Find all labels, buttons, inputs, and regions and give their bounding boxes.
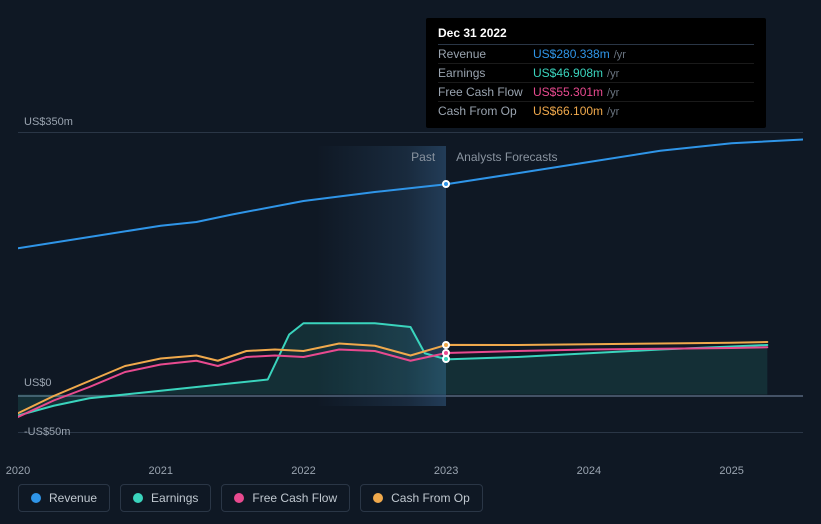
tooltip-row: Cash From OpUS$66.100m/yr bbox=[438, 102, 754, 120]
tooltip-row-value: US$46.908m bbox=[533, 66, 603, 80]
legend-label: Revenue bbox=[49, 491, 97, 505]
tooltip-row-label: Revenue bbox=[438, 47, 533, 61]
tooltip-row-value: US$280.338m bbox=[533, 47, 610, 61]
legend-swatch-icon bbox=[133, 493, 143, 503]
x-axis: 202020212022202320242025 bbox=[18, 445, 803, 477]
tooltip-row-value: US$55.301m bbox=[533, 85, 603, 99]
legend-item-earnings[interactable]: Earnings bbox=[120, 484, 211, 512]
x-axis-label: 2020 bbox=[6, 465, 30, 477]
legend-label: Free Cash Flow bbox=[252, 491, 337, 505]
tooltip-row: Free Cash FlowUS$55.301m/yr bbox=[438, 83, 754, 102]
marker-cash_from_op bbox=[442, 341, 450, 349]
tooltip-row-unit: /yr bbox=[607, 87, 619, 99]
x-axis-label: 2022 bbox=[291, 465, 315, 477]
hover-tooltip: Dec 31 2022 RevenueUS$280.338m/yrEarning… bbox=[426, 18, 766, 128]
legend-item-free_cash_flow[interactable]: Free Cash Flow bbox=[221, 484, 350, 512]
legend-swatch-icon bbox=[31, 493, 41, 503]
x-axis-label: 2024 bbox=[577, 465, 601, 477]
marker-revenue bbox=[442, 180, 450, 188]
legend-item-revenue[interactable]: Revenue bbox=[18, 484, 110, 512]
tooltip-row-unit: /yr bbox=[607, 106, 619, 118]
x-axis-label: 2023 bbox=[434, 465, 458, 477]
tooltip-row-label: Earnings bbox=[438, 66, 533, 80]
tooltip-row-unit: /yr bbox=[607, 68, 619, 80]
legend-swatch-icon bbox=[373, 493, 383, 503]
marker-free_cash_flow bbox=[442, 349, 450, 357]
tooltip-row-value: US$66.100m bbox=[533, 104, 603, 118]
tooltip-row: EarningsUS$46.908m/yr bbox=[438, 64, 754, 83]
x-axis-label: 2021 bbox=[148, 465, 172, 477]
legend-item-cash_from_op[interactable]: Cash From Op bbox=[360, 484, 483, 512]
tooltip-row: RevenueUS$280.338m/yr bbox=[438, 45, 754, 64]
tooltip-row-label: Free Cash Flow bbox=[438, 85, 533, 99]
legend-swatch-icon bbox=[234, 493, 244, 503]
legend: Revenue Earnings Free Cash Flow Cash From O… bbox=[18, 484, 483, 512]
legend-label: Earnings bbox=[151, 491, 198, 505]
legend-label: Cash From Op bbox=[391, 491, 470, 505]
tooltip-row-label: Cash From Op bbox=[438, 104, 533, 118]
financials-chart: US$350mUS$0-US$50m Past Analysts Forecas… bbox=[18, 0, 803, 524]
tooltip-date: Dec 31 2022 bbox=[438, 26, 754, 45]
x-axis-label: 2025 bbox=[719, 465, 743, 477]
series-line-revenue bbox=[18, 140, 803, 249]
tooltip-row-unit: /yr bbox=[614, 49, 626, 61]
